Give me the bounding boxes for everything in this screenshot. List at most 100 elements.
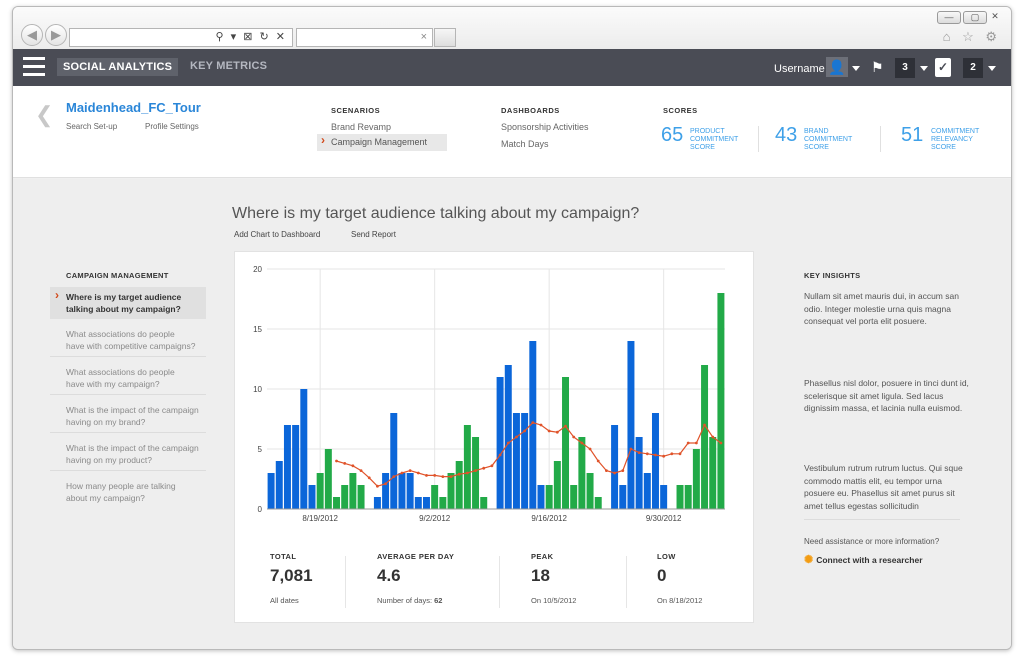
stat-label: PEAK [531,552,554,561]
flag-dropdown-icon[interactable] [920,66,928,71]
forward-icon[interactable]: ▶ [45,24,67,46]
username[interactable]: Username [774,63,825,75]
list-item-text: have with competitive campaigns? [66,341,196,351]
trend-point [400,471,404,475]
x-tick-label: 9/16/2012 [531,514,567,523]
back-arrow-icon[interactable]: ❮ [35,102,54,127]
chart-bar [611,425,619,509]
chart-bar [406,473,414,509]
stat-sub-value: 62 [434,596,443,605]
list-item[interactable]: What associations do people have with my… [50,362,206,395]
trend-point [465,471,469,475]
chart-bar [463,425,471,509]
chart-bar [357,485,365,509]
dashboard-sponsorship[interactable]: Sponsorship Activities [501,122,589,132]
score-label: RELEVANCY [931,136,973,143]
trend-point [572,435,576,439]
trend-point [596,459,600,463]
y-tick-label: 15 [253,325,262,334]
address-tools-icons[interactable]: ⚲ ▾ ⊠ ↻ ✕ [215,31,287,43]
score-label: COMMITMENT [931,128,980,135]
trend-point [367,476,371,480]
send-report-link[interactable]: Send Report [351,230,396,239]
chart-bar [316,473,324,509]
toolbar-icons[interactable]: ⌂ ☆ ⚙ [942,29,1001,44]
browser-tab[interactable]: × [296,28,433,47]
connect-researcher-link[interactable]: ✺ Connect with a researcher [804,553,923,566]
tab-key-metrics[interactable]: KEY METRICS [190,60,268,72]
trend-point [531,421,535,424]
stat-label: AVERAGE PER DAY [377,552,455,561]
trend-point [482,466,486,470]
list-item[interactable]: What is the impact of the campaign havin… [50,438,206,471]
chart-bar [333,497,341,509]
flag-count-badge[interactable]: 3 [895,58,915,78]
scenarios-heading: SCENARIOS [331,106,381,115]
trend-point [703,423,706,427]
trend-point [588,447,592,451]
chart-bar [300,389,308,509]
scenario-campaign-management[interactable]: Campaign Management [317,133,447,151]
minimize-icon[interactable]: — [937,11,961,24]
trend-point [555,430,559,434]
connect-label: Connect with a researcher [816,555,923,565]
chart-bar [676,485,684,509]
chart-bar [373,497,381,509]
profile-settings-link[interactable]: Profile Settings [145,122,199,131]
trend-point [645,452,649,456]
trend-point [416,471,420,475]
stat-low: LOW 0 On 8/18/2012 [657,552,702,605]
chart-bar [439,497,447,509]
chart-bar [660,485,668,509]
new-tab-button[interactable] [434,28,456,47]
chart-bar [308,485,316,509]
question-item-selected[interactable]: Where is my target audience talking abou… [50,287,206,319]
trend-point [654,453,657,457]
stat-sub: On 10/5/2012 [531,596,577,605]
task-dropdown-icon[interactable] [988,66,996,71]
scores-heading: SCORES [663,106,698,115]
trend-point [441,475,445,478]
list-item-text: How many people are talking [66,481,176,491]
address-bar[interactable]: ⚲ ▾ ⊠ ↻ ✕ [69,28,293,47]
chart-bar [414,497,422,509]
chart-bar [283,425,291,509]
task-count-badge[interactable]: 2 [963,58,983,78]
chart-bar [643,473,651,509]
tab-close-icon[interactable]: × [420,31,427,43]
scenario-brand-revamp[interactable]: Brand Revamp [331,122,392,132]
list-item[interactable]: How many people are talking about my cam… [50,476,206,508]
clipboard-icon[interactable]: ✓ [935,58,951,77]
list-item[interactable]: What is the impact of the campaign havin… [50,400,206,433]
user-dropdown-icon[interactable] [852,66,860,71]
chart-bar [455,461,463,509]
trend-point [564,424,567,428]
trend-point [343,462,347,465]
y-tick-label: 5 [258,445,263,454]
chart-bar [537,485,545,509]
close-window-icon[interactable]: ✕ [991,11,999,21]
chart-bar [512,413,520,509]
trend-point [621,469,625,472]
add-chart-link[interactable]: Add Chart to Dashboard [234,230,321,239]
search-setup-link[interactable]: Search Set-up [66,122,118,131]
stat-value: 18 [531,566,550,585]
chart-bar [382,473,390,509]
list-item-text: having on my product? [66,455,152,465]
menu-icon[interactable] [23,57,45,77]
insight-paragraph: Vestibulum rutrum rutrum luctus. Qui squ… [804,463,963,511]
flag-icon[interactable]: ⚑ [871,59,884,75]
project-title[interactable]: Maidenhead_FC_Tour [66,100,201,115]
user-avatar-icon[interactable]: 👤 [826,57,848,77]
tab-social-analytics[interactable]: SOCIAL ANALYTICS [57,58,179,76]
chart-bar [292,425,300,509]
dashboard-match-days[interactable]: Match Days [501,139,549,149]
maximize-icon[interactable]: ▢ [963,11,987,24]
trend-point [678,452,682,456]
insight-paragraph: Phasellus nisl dolor, posuere in tinci d… [804,378,969,413]
back-icon[interactable]: ◀ [21,24,43,46]
key-insights-heading: KEY INSIGHTS [804,271,861,280]
list-item[interactable]: What associations do people have with co… [50,324,206,357]
chart-bar [692,449,700,509]
list-item-text: Where is my target audience [66,292,182,302]
